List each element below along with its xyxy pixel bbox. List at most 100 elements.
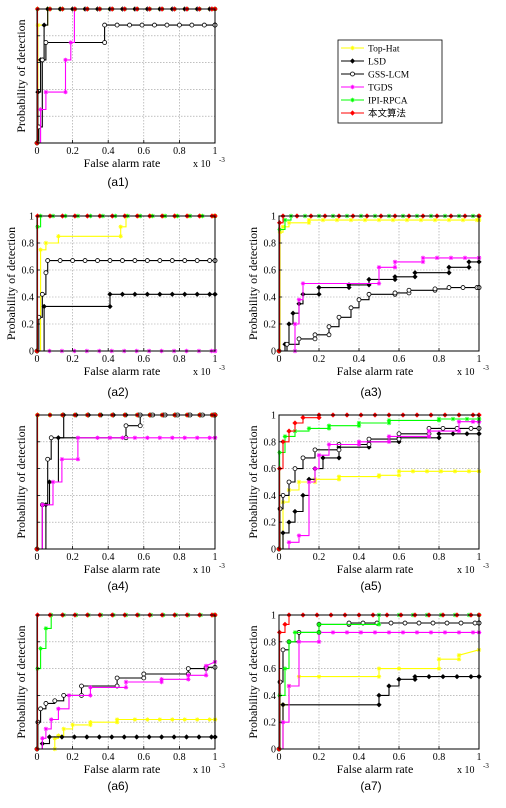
data-point xyxy=(56,234,61,239)
data-point xyxy=(40,736,45,741)
data-point xyxy=(114,675,120,681)
data-point xyxy=(300,492,306,499)
data-point xyxy=(386,418,392,423)
data-point xyxy=(316,284,322,291)
data-point xyxy=(386,420,392,426)
data-point xyxy=(316,453,322,458)
data-point xyxy=(392,274,398,280)
data-point xyxy=(296,479,302,485)
data-point xyxy=(114,717,120,722)
data-point xyxy=(432,217,438,223)
data-point xyxy=(70,258,75,263)
data-point xyxy=(286,683,292,689)
data-point xyxy=(316,639,322,644)
data-point xyxy=(207,435,212,440)
data-point xyxy=(56,706,61,711)
data-point xyxy=(336,447,342,453)
data-point xyxy=(372,630,378,635)
series-LSD xyxy=(276,259,482,354)
data-point xyxy=(139,22,145,28)
data-point xyxy=(282,217,288,223)
x-tick-label: 0 xyxy=(277,354,282,365)
data-point xyxy=(336,474,342,479)
legend-marker xyxy=(350,97,355,103)
data-point xyxy=(169,291,175,297)
data-point xyxy=(196,734,202,740)
data-point xyxy=(440,674,446,680)
data-point xyxy=(456,630,462,635)
panel-label: (a4) xyxy=(107,579,128,593)
data-point xyxy=(157,435,163,440)
x-tick-label: 0.4 xyxy=(353,552,366,563)
data-point xyxy=(446,285,452,290)
data-point xyxy=(107,291,113,297)
y-tick-label: 0.6 xyxy=(264,464,277,475)
data-point xyxy=(366,436,372,442)
legend-marker xyxy=(349,110,356,116)
data-point xyxy=(460,217,466,223)
data-point xyxy=(336,314,342,320)
data-point xyxy=(316,622,322,627)
y-tick-label: 0 xyxy=(271,545,276,556)
data-point xyxy=(312,447,318,453)
data-point xyxy=(48,435,54,441)
data-point xyxy=(386,434,392,439)
data-point xyxy=(386,439,392,444)
x-tick-label: 1 xyxy=(213,552,218,563)
data-point xyxy=(186,677,191,682)
y-axis-label: Probability of detection xyxy=(246,625,260,738)
data-point xyxy=(468,674,474,680)
data-point xyxy=(195,717,200,722)
data-point xyxy=(376,674,382,679)
y-tick-label: 0.2 xyxy=(22,320,35,331)
data-point xyxy=(446,217,452,223)
data-point xyxy=(392,290,398,296)
legend-label: LSD xyxy=(368,58,386,68)
legend-entry: IPI-RPCA xyxy=(341,97,408,107)
y-tick-label: 0.2 xyxy=(264,718,277,729)
data-point xyxy=(207,291,213,297)
data-point xyxy=(396,473,402,478)
data-point xyxy=(356,423,362,428)
y-tick-label: 0.8 xyxy=(22,239,35,250)
data-point xyxy=(208,734,215,740)
y-tick-label: 0.4 xyxy=(264,491,277,502)
data-point xyxy=(39,291,45,297)
x-tick-label: 0.6 xyxy=(393,752,406,763)
data-point xyxy=(141,671,147,677)
data-point xyxy=(194,291,200,297)
data-point xyxy=(436,416,442,422)
data-point xyxy=(366,276,372,283)
panel-a3: 0 0.2 0.4 0.6 0.8 1 0 0.2 0.4 0.6 0.8 1 False alarm … xyxy=(246,212,489,400)
data-point xyxy=(182,258,188,263)
x-tick-label: 0.6 xyxy=(138,354,151,365)
data-point xyxy=(456,653,462,658)
y-axis-label: Probability of detection xyxy=(246,227,260,340)
x-tick-label: 0.6 xyxy=(138,552,151,563)
data-point xyxy=(388,620,394,626)
data-point xyxy=(46,734,53,740)
x-multiplier: x 10 xyxy=(193,565,211,576)
y-tick-label: 0 xyxy=(271,347,276,358)
data-point xyxy=(326,423,332,428)
data-point xyxy=(292,466,298,472)
data-point xyxy=(466,469,472,474)
data-point xyxy=(292,630,298,635)
data-point xyxy=(306,217,312,223)
data-point xyxy=(420,259,426,265)
data-point xyxy=(336,455,342,461)
data-point xyxy=(386,683,392,689)
data-point xyxy=(296,297,302,302)
y-tick-label: 0.6 xyxy=(264,266,277,277)
y-tick-label: 0 xyxy=(29,347,34,358)
data-point xyxy=(157,717,163,722)
data-point xyxy=(45,456,51,462)
data-point xyxy=(426,434,432,439)
data-point xyxy=(171,734,177,740)
plot-frame xyxy=(36,8,216,144)
data-point xyxy=(277,450,282,455)
series-line xyxy=(279,631,479,750)
x-multiplier: x 10 xyxy=(457,565,475,576)
panel-a2: 0 0.2 0.4 0.6 0.8 1 0 0.2 0.4 0.6 0.8 1 False alarm … xyxy=(4,212,225,400)
data-point xyxy=(144,291,150,297)
